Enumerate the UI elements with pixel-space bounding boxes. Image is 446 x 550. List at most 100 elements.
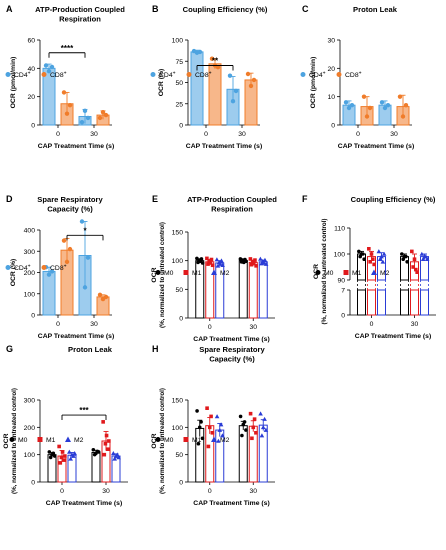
data-point [412,257,417,261]
y-axis-label: OCR (pmol/min) [10,57,17,109]
data-point [210,431,215,435]
legend-marker [336,72,342,77]
data-point [369,252,374,256]
bar [91,451,101,483]
data-point [72,451,77,456]
legend-marker [183,270,189,275]
y-tick-label: 100 [172,425,184,432]
data-point [261,260,267,265]
legend-label: CD8+ [50,71,67,80]
data-point [258,411,263,416]
data-point [209,257,214,262]
data-point [82,285,88,290]
data-point [372,262,376,267]
panel-letter-D: D [6,194,13,204]
x-tick-label: 0 [56,131,60,138]
bar [238,425,248,483]
x-tick-label: 0 [204,131,208,138]
bar [238,260,248,319]
panel-title-E: Respiration [211,205,253,214]
y-tick-label: 0 [179,316,183,323]
data-point [103,441,108,446]
data-point [254,431,258,435]
bar [190,51,204,126]
y-tick-label: 100 [334,252,346,259]
legend-marker [183,437,189,442]
data-point [97,292,103,298]
legend-label: CD8+ [195,71,212,80]
legend-marker [343,270,349,275]
data-point [200,261,205,265]
data-point [379,100,385,105]
legend-marker [65,436,71,442]
data-point [367,247,371,251]
data-point [116,455,121,460]
data-point [215,65,221,70]
y-tick-label: 0 [179,123,183,130]
data-point [68,456,73,461]
data-point [249,262,254,267]
data-point [205,406,209,410]
x-axis-label: CAP Treatment Time (s) [193,500,269,507]
legend-label: CD8+ [50,264,67,273]
panel-title-F: Coupling Efficiency (%) [351,195,436,204]
data-point [262,416,267,421]
y-axis-label: (%, normalized to untreated control) [11,388,18,494]
x-axis-label: CAP Treatment Time (s) [186,143,262,150]
data-point [67,246,73,252]
data-point [82,108,88,114]
legend-label: M1 [46,437,56,444]
data-point [67,102,73,108]
x-tick-label: 30 [411,321,419,328]
y-tick-label: 300 [24,398,36,405]
data-point [258,256,263,261]
data-point [58,461,63,465]
legend-label: CD8+ [345,71,362,80]
data-point [241,422,246,427]
panel-title-E: ATP-Production Coupled [187,195,277,204]
data-point [218,422,224,427]
legend-marker [41,72,47,77]
y-tick-label: 0 [341,313,345,320]
data-point [48,455,53,460]
data-point [403,102,409,108]
y-axis-label: OCR [313,264,320,279]
panel-title-H: Spare Respiratory [199,345,265,354]
x-axis-label: CAP Treatment Time (s) [38,333,114,340]
legend-label: M2 [74,437,84,444]
x-tick-label: 30 [390,131,398,138]
data-point [57,444,61,449]
y-tick-label: 0 [179,480,183,487]
data-point [47,450,52,454]
significance-marker: *** [79,406,89,415]
data-point [404,254,408,259]
panel-E [155,231,275,321]
panel-title-C: Proton Leak [353,5,398,14]
significance-marker: * [83,226,87,235]
data-point [238,414,243,419]
legend-label: M1 [192,270,202,277]
data-point [385,102,391,108]
data-point [206,444,211,449]
panel-title-A: Respiration [59,15,101,24]
y-axis-label: OCR (%) [158,69,165,97]
data-point [263,427,269,432]
panel-title-H: Capacity (%) [209,355,255,364]
data-point [220,433,225,438]
data-point [111,451,116,456]
data-point [71,453,76,458]
data-point [368,260,372,264]
data-point [424,256,430,261]
data-point [346,105,352,111]
y-tick-label: 50 [175,287,183,294]
data-point [361,94,367,99]
x-axis-label: CAP Treatment Time (s) [338,143,414,150]
data-point [103,294,109,300]
legend-label: M1 [352,270,362,277]
data-point [411,265,415,269]
data-point [209,56,215,61]
panel-G [9,399,128,485]
data-point [380,259,386,264]
y-axis-label: OCR [3,433,10,448]
y-tick-label: 150 [172,230,184,237]
